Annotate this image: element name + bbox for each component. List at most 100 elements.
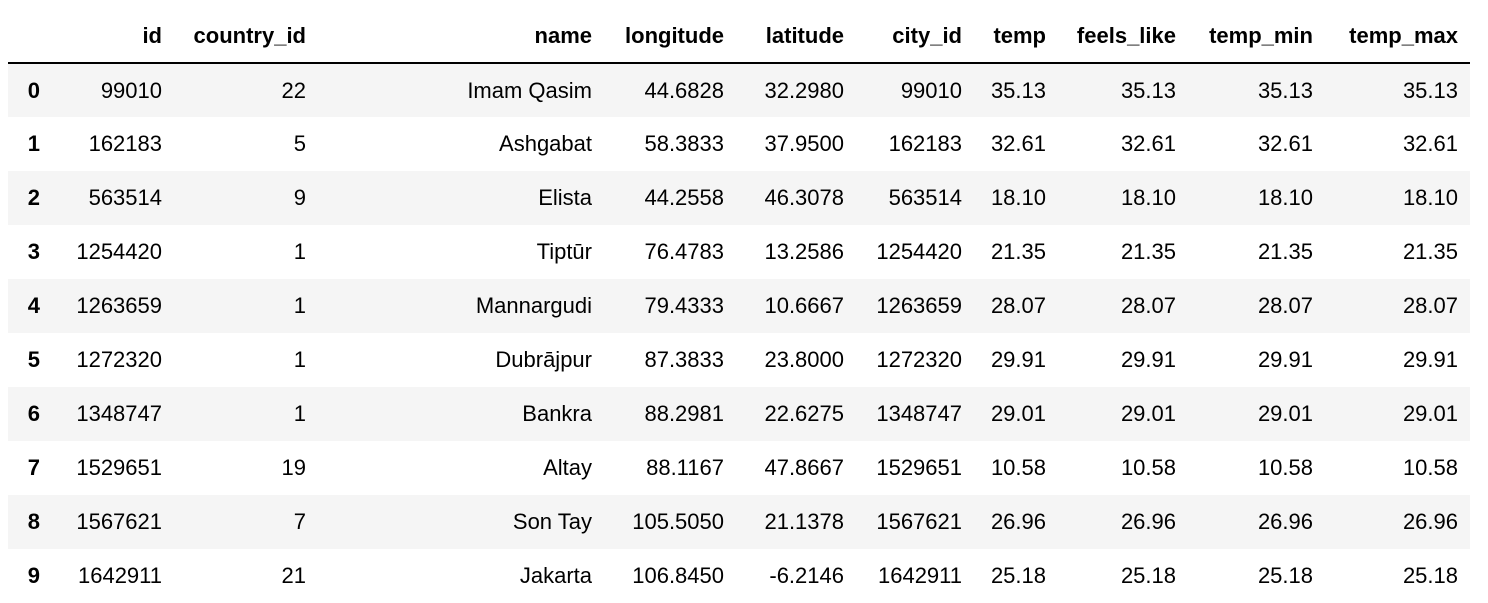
cell-longitude: 106.8450 (632, 563, 724, 588)
table-body: 0 99010 22 Imam Qasim 44.6828 32.2980 99010 35.… (8, 63, 1470, 603)
column-header-longitude: longitude (604, 10, 736, 64)
cell-id: 1254420 (76, 239, 162, 264)
cell-city-id: 563514 (888, 185, 962, 210)
cell-longitude: 58.3833 (644, 131, 724, 156)
cell-country-id: 22 (281, 77, 306, 103)
column-header-id: id (52, 10, 174, 64)
row-index: 0 (27, 77, 40, 103)
cell-temp-max: 26.96 (1402, 509, 1458, 534)
dataframe-table: id country_id name longitude latitude city_id… (8, 10, 1470, 603)
cell-temp-min: 10.58 (1257, 455, 1313, 480)
cell-name: Son Tay (512, 509, 592, 534)
cell-latitude: 22.6275 (764, 401, 844, 426)
cell-latitude: 13.2586 (764, 239, 844, 264)
cell-temp-max: 32.61 (1402, 131, 1458, 156)
table-row: 9 1642911 21 Jakarta 106.8450 -6.2146 1642911 2… (8, 549, 1470, 603)
cell-temp-min: 29.91 (1257, 347, 1313, 372)
cell-name: Bankra (522, 401, 592, 426)
cell-feels-like: 21.35 (1120, 239, 1176, 264)
cell-country-id: 21 (281, 563, 306, 588)
cell-name: Tiptūr (536, 239, 592, 264)
cell-name: Ashgabat (499, 131, 592, 156)
cell-country-id: 5 (293, 131, 306, 156)
cell-city-id: 1263659 (876, 293, 962, 318)
cell-id: 1642911 (77, 563, 162, 588)
cell-latitude: 46.3078 (764, 185, 844, 210)
table-row: 7 1529651 19 Altay 88.1167 47.8667 1529651 10.5… (8, 441, 1470, 495)
cell-temp-max: 28.07 (1402, 293, 1458, 318)
cell-country-id: 7 (293, 509, 306, 534)
cell-temp-max: 18.10 (1402, 185, 1458, 210)
cell-longitude: 105.5050 (632, 509, 724, 534)
cell-latitude: 23.8000 (764, 347, 844, 372)
cell-longitude: 76.4783 (644, 239, 724, 264)
cell-city-id: 162183 (888, 131, 962, 156)
cell-temp-max: 21.35 (1402, 239, 1458, 264)
column-header-city-id: city_id (856, 10, 974, 64)
header-row: id country_id name longitude latitude city_id… (8, 10, 1470, 64)
cell-temp: 25.18 (990, 563, 1046, 588)
row-index: 8 (27, 509, 40, 534)
cell-temp-max: 29.91 (1402, 347, 1458, 372)
cell-temp-max: 29.01 (1402, 401, 1458, 426)
column-header-temp: temp (974, 10, 1058, 64)
table-row: 3 1254420 1 Tiptūr 76.4783 13.2586 1254420 21.3… (8, 225, 1470, 279)
cell-temp-min: 21.35 (1257, 239, 1313, 264)
cell-temp-min: 28.07 (1257, 293, 1313, 318)
cell-name: Dubrājpur (495, 347, 592, 372)
cell-latitude: -6.2146 (769, 563, 844, 588)
column-header-name: name (318, 10, 604, 64)
cell-name: Altay (543, 455, 592, 480)
cell-country-id: 1 (293, 239, 306, 264)
cell-temp: 35.13 (990, 77, 1046, 103)
row-index: 9 (27, 563, 40, 588)
cell-city-id: 1348747 (876, 401, 962, 426)
cell-feels-like: 18.10 (1120, 185, 1176, 210)
cell-feels-like: 28.07 (1120, 293, 1176, 318)
cell-id: 1272320 (76, 347, 162, 372)
row-index: 6 (27, 401, 40, 426)
cell-longitude: 44.2558 (644, 185, 724, 210)
row-index: 1 (27, 131, 40, 156)
cell-feels-like: 29.01 (1120, 401, 1176, 426)
cell-temp-max: 25.18 (1402, 563, 1458, 588)
cell-temp: 28.07 (990, 293, 1046, 318)
cell-temp: 26.96 (990, 509, 1046, 534)
cell-latitude: 47.8667 (764, 455, 844, 480)
cell-feels-like: 35.13 (1120, 77, 1176, 103)
cell-temp: 29.91 (990, 347, 1046, 372)
cell-temp-min: 29.01 (1257, 401, 1313, 426)
cell-city-id: 1529651 (876, 455, 962, 480)
row-index: 4 (27, 293, 40, 318)
cell-temp-min: 35.13 (1257, 77, 1313, 103)
cell-latitude: 32.2980 (764, 77, 844, 103)
cell-temp: 10.58 (990, 455, 1046, 480)
cell-id: 162183 (88, 131, 162, 156)
cell-country-id: 1 (293, 347, 306, 372)
cell-temp-min: 26.96 (1257, 509, 1313, 534)
cell-id: 563514 (88, 185, 162, 210)
cell-id: 1567621 (76, 509, 162, 534)
cell-longitude: 79.4333 (644, 293, 724, 318)
cell-name: Imam Qasim (467, 77, 592, 103)
cell-country-id: 1 (293, 293, 306, 318)
row-index: 3 (27, 239, 40, 264)
table-row: 5 1272320 1 Dubrājpur 87.3833 23.8000 1272320 2… (8, 333, 1470, 387)
table-row: 1 162183 5 Ashgabat 58.3833 37.9500 162183 32.6… (8, 117, 1470, 171)
cell-temp: 32.61 (990, 131, 1046, 156)
table-row: 8 1567621 7 Son Tay 105.5050 21.1378 1567621 26… (8, 495, 1470, 549)
cell-longitude: 87.3833 (644, 347, 724, 372)
cell-temp: 21.35 (990, 239, 1046, 264)
index-column-header (8, 10, 52, 64)
cell-city-id: 1567621 (876, 509, 962, 534)
cell-feels-like: 10.58 (1120, 455, 1176, 480)
cell-latitude: 37.9500 (764, 131, 844, 156)
cell-feels-like: 25.18 (1120, 563, 1176, 588)
column-header-feels-like: feels_like (1058, 10, 1188, 64)
column-header-temp-max: temp_max (1325, 10, 1470, 64)
column-header-temp-min: temp_min (1188, 10, 1325, 64)
cell-country-id: 9 (293, 185, 306, 210)
cell-longitude: 44.6828 (644, 77, 724, 103)
cell-longitude: 88.1167 (646, 455, 724, 480)
cell-name: Elista (538, 185, 592, 210)
